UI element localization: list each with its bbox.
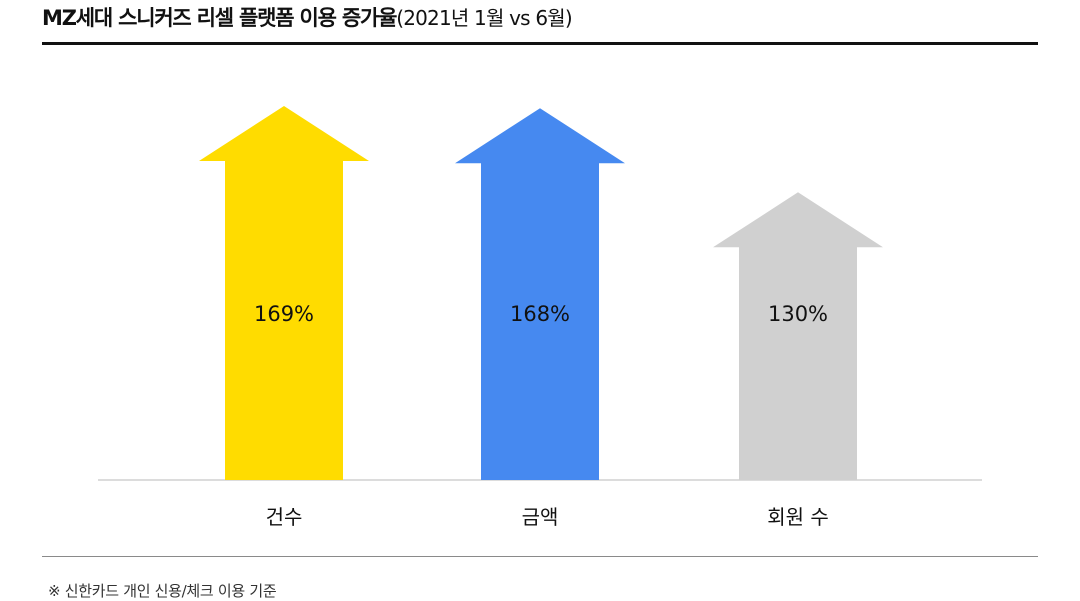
arrow-bar-1 — [199, 106, 369, 480]
value-label-1: 169% — [254, 302, 314, 326]
value-label-2: 168% — [510, 302, 570, 326]
arrow-bar-2 — [455, 108, 625, 481]
title-underline — [42, 42, 1038, 45]
footer-divider — [42, 556, 1038, 557]
category-label-1: 건수 — [266, 505, 303, 529]
value-label-3: 130% — [768, 302, 828, 326]
source-footnote: ※ 신한카드 개인 신용/체크 이용 기준 — [48, 582, 277, 600]
category-label-2: 금액 — [522, 505, 559, 529]
chart-title-period: (2021년 1월 vs 6월) — [396, 6, 572, 30]
chart-title: MZ세대 스니커즈 리셀 플랫폼 이용 증가율(2021년 1월 vs 6월) — [42, 4, 573, 34]
arrow-bar-3 — [713, 192, 883, 481]
chart-title-main: MZ세대 스니커즈 리셀 플랫폼 이용 증가율 — [42, 6, 397, 30]
category-label-3: 회원 수 — [767, 505, 829, 529]
